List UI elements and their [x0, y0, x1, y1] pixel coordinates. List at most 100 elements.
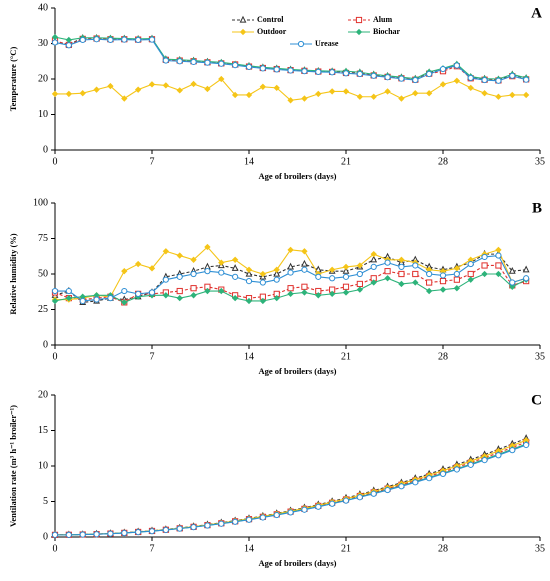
marker [467, 260, 474, 268]
marker [148, 265, 156, 272]
x-tick-label: 35 [535, 156, 545, 167]
marker [162, 57, 169, 64]
marker [315, 68, 322, 76]
marker [426, 270, 433, 278]
marker [287, 285, 294, 292]
marker [329, 275, 336, 282]
marker [426, 70, 433, 78]
marker [384, 268, 391, 275]
marker [342, 88, 350, 95]
marker [232, 62, 239, 69]
marker [273, 84, 280, 92]
marker [342, 263, 350, 271]
marker [481, 457, 488, 464]
marker [315, 503, 322, 510]
panel-label: B [532, 200, 542, 216]
marker [467, 270, 474, 278]
marker [522, 265, 530, 273]
marker [301, 248, 308, 255]
x-tick-label: 7 [150, 156, 155, 167]
y-tick-label: 15 [38, 425, 48, 436]
x-tick-label: 28 [438, 543, 448, 554]
x-tick-label: 35 [535, 351, 545, 362]
marker [273, 266, 280, 273]
series-line [54, 38, 527, 82]
legend-label: Control [257, 15, 284, 24]
marker [65, 294, 73, 302]
y-tick-label: 50 [38, 268, 48, 279]
marker [134, 86, 142, 93]
marker [148, 81, 156, 88]
marker [495, 93, 502, 100]
marker [425, 90, 433, 97]
marker [467, 276, 474, 283]
marker [509, 279, 516, 286]
marker [370, 72, 377, 79]
marker [65, 287, 72, 295]
marker [273, 269, 281, 277]
marker [79, 297, 86, 305]
marker [204, 243, 211, 251]
marker [259, 514, 266, 521]
marker [481, 262, 488, 269]
y-tick-label: 20 [38, 73, 48, 84]
series-line [54, 439, 527, 536]
marker [439, 470, 447, 477]
y-axis-label: Relative humidity (%) [8, 233, 18, 314]
marker [287, 67, 294, 74]
marker [342, 497, 350, 504]
marker [231, 91, 239, 99]
marker [356, 494, 363, 501]
marker [467, 74, 474, 82]
marker [176, 294, 183, 302]
marker [398, 95, 405, 102]
marker [259, 279, 266, 286]
marker [356, 70, 363, 78]
marker [65, 90, 73, 98]
marker [176, 58, 183, 65]
marker [356, 270, 363, 278]
marker [190, 58, 197, 66]
marker [107, 295, 114, 302]
marker [79, 36, 86, 44]
marker [176, 252, 183, 259]
marker [232, 518, 239, 525]
marker [232, 273, 239, 280]
marker [162, 526, 169, 534]
y-tick-label: 0 [43, 144, 48, 155]
marker [287, 97, 294, 104]
marker [135, 529, 142, 536]
marker [384, 259, 391, 266]
marker [370, 93, 377, 100]
marker [121, 267, 128, 275]
marker [162, 292, 170, 299]
marker [453, 62, 460, 69]
marker [273, 276, 280, 283]
x-tick-label: 0 [53, 351, 58, 362]
marker [176, 87, 183, 94]
legend-label: Alum [373, 15, 392, 24]
x-tick-label: 21 [341, 156, 351, 167]
y-tick-label: 100 [33, 197, 48, 208]
marker [121, 287, 128, 295]
marker [329, 500, 336, 507]
y-tick-label: 0 [43, 339, 48, 350]
marker [370, 250, 377, 258]
y-tick-label: 5 [43, 496, 48, 507]
marker [287, 262, 294, 270]
marker [204, 268, 211, 275]
marker [190, 292, 197, 299]
marker [190, 256, 197, 263]
marker [51, 39, 59, 46]
marker [384, 88, 391, 95]
marker [218, 60, 225, 67]
marker [412, 270, 419, 278]
legend-marker [355, 28, 363, 36]
marker [412, 279, 419, 286]
legend-marker [297, 40, 305, 48]
marker [523, 76, 530, 83]
marker [509, 447, 516, 454]
y-axis-label: Ventilation rate (m³ h⁻¹ broiler⁻¹) [8, 405, 18, 527]
marker [107, 82, 114, 90]
marker [481, 90, 488, 97]
